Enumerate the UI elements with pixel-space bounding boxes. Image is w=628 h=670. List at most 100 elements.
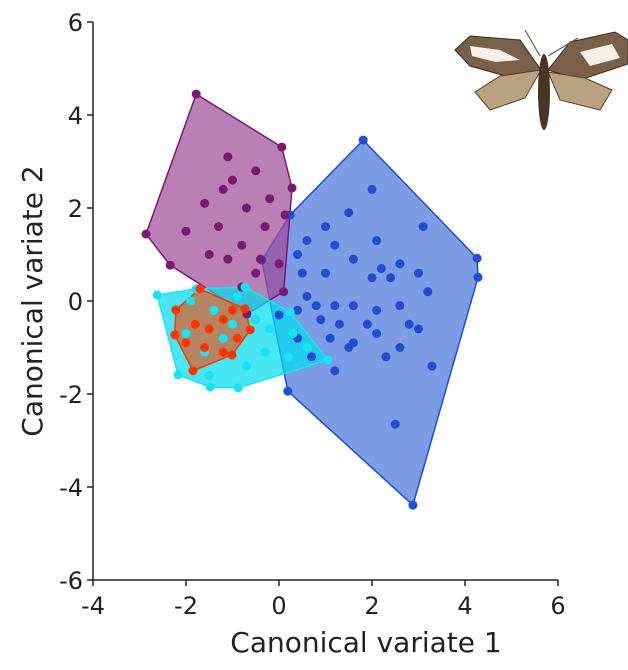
point <box>261 222 270 231</box>
point <box>330 301 339 310</box>
point <box>214 222 223 231</box>
point <box>279 287 288 296</box>
point <box>321 222 330 231</box>
point <box>302 236 311 245</box>
y-tick-label: 4 <box>68 102 83 130</box>
point <box>323 356 332 365</box>
point <box>246 325 255 334</box>
point <box>182 227 191 236</box>
point <box>427 362 436 371</box>
point <box>423 287 432 296</box>
chart: Canonical variate 1 Canonical variate 2 … <box>0 0 628 666</box>
x-tick-label: 2 <box>364 592 379 620</box>
point <box>359 136 368 145</box>
point <box>153 290 162 299</box>
point <box>277 143 286 152</box>
y-axis-label: Canonical variate 2 <box>16 165 49 436</box>
y-tick-label: -6 <box>59 567 83 595</box>
point <box>142 230 151 239</box>
point <box>233 292 242 301</box>
point <box>170 330 179 339</box>
point <box>377 264 386 273</box>
point <box>381 352 390 361</box>
point <box>237 241 246 250</box>
point <box>209 306 218 315</box>
moth-illustration <box>455 30 628 130</box>
x-tick-label: 4 <box>457 592 472 620</box>
point <box>261 348 270 357</box>
point <box>233 334 242 343</box>
point <box>192 90 201 99</box>
y-tick-label: -2 <box>59 381 83 409</box>
y-tick-label: 2 <box>68 195 83 223</box>
x-tick-label: -2 <box>174 592 198 620</box>
point <box>302 292 311 301</box>
point <box>349 301 358 310</box>
point <box>344 343 353 352</box>
point <box>419 222 428 231</box>
point <box>391 420 400 429</box>
point <box>206 383 215 392</box>
point <box>174 370 183 379</box>
point <box>205 250 214 259</box>
point <box>171 305 180 314</box>
point <box>283 387 292 396</box>
point <box>405 320 414 329</box>
point <box>188 366 197 375</box>
point <box>242 204 251 213</box>
point <box>195 284 204 293</box>
point <box>281 210 290 219</box>
point <box>312 301 321 310</box>
point <box>241 304 250 313</box>
point <box>288 329 297 338</box>
point <box>298 269 307 278</box>
point <box>219 315 228 324</box>
point <box>166 261 175 270</box>
point <box>205 324 214 333</box>
point <box>219 334 228 343</box>
point <box>219 348 228 357</box>
point <box>219 185 228 194</box>
point <box>372 236 381 245</box>
point <box>223 152 232 161</box>
point <box>395 301 404 310</box>
point <box>335 320 344 329</box>
point <box>228 306 237 315</box>
point <box>275 310 284 319</box>
point <box>293 250 302 259</box>
point <box>241 283 250 292</box>
point <box>200 199 209 208</box>
point <box>265 324 274 333</box>
hull <box>146 94 292 314</box>
point <box>372 306 381 315</box>
point <box>284 352 293 361</box>
point <box>191 320 200 329</box>
point <box>228 320 237 329</box>
point <box>265 194 274 203</box>
point <box>395 259 404 268</box>
point <box>251 166 260 175</box>
point <box>372 329 381 338</box>
point <box>408 501 417 510</box>
point <box>321 269 330 278</box>
point <box>344 208 353 217</box>
point <box>473 254 482 263</box>
point <box>330 241 339 250</box>
point <box>223 255 232 264</box>
point <box>414 324 423 333</box>
point <box>182 329 191 338</box>
x-axis-label: Canonical variate 1 <box>230 626 501 659</box>
point <box>326 334 335 343</box>
point <box>363 320 372 329</box>
point <box>395 343 404 352</box>
point <box>368 273 377 282</box>
point <box>349 255 358 264</box>
point <box>288 184 297 193</box>
point <box>228 176 237 185</box>
point <box>286 308 295 317</box>
point <box>186 297 195 306</box>
y-tick-label: 0 <box>68 288 83 316</box>
point <box>242 362 251 371</box>
x-tick-label: -4 <box>81 592 105 620</box>
point <box>234 383 243 392</box>
